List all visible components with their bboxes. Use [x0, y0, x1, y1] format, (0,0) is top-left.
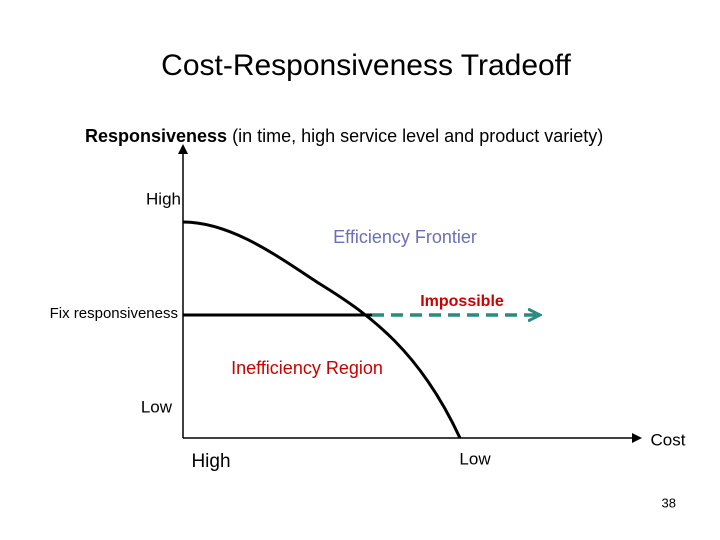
y-high: High: [146, 189, 181, 208]
title: Cost-Responsiveness Tradeoff: [161, 49, 571, 82]
y-low: Low: [141, 397, 173, 416]
frontier-curve: [182, 220, 462, 439]
impossible-label: Impossible: [420, 293, 504, 310]
x-label: Cost: [651, 430, 686, 449]
frontier-label: Efficiency Frontier: [333, 227, 477, 247]
x-low: Low: [459, 449, 491, 468]
page-number: 38: [662, 495, 676, 510]
axis-label-rest: (in time, high service level and product…: [227, 126, 603, 146]
fix-label: Fix responsiveness: [50, 305, 178, 322]
x-high: High: [191, 451, 230, 472]
axis-label: Responsiveness (in time, high service le…: [85, 126, 603, 146]
inefficiency-label: Inefficiency Region: [231, 358, 383, 378]
axis-label-bold: Responsiveness: [85, 126, 227, 146]
